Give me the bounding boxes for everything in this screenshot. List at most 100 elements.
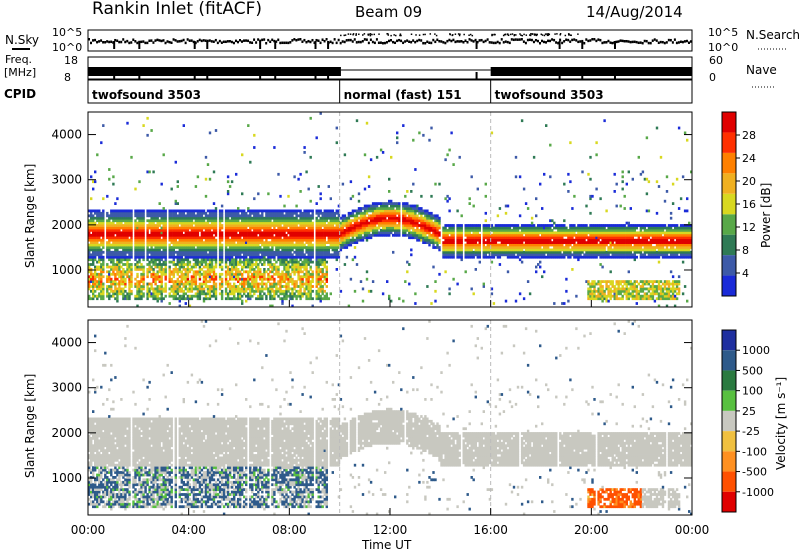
heatmap-cell [118,258,121,262]
heatmap-cell [192,253,196,257]
heatmap-cell [108,292,111,296]
heatmap-cell [257,294,260,298]
heatmap-cell [386,221,389,225]
heatmap-cell [373,216,377,220]
heatmap-cell [281,231,284,235]
heatmap-cell [259,287,262,291]
heatmap-cell [90,270,93,274]
heatmap-cell [241,260,244,264]
heatmap-cell [299,246,302,249]
heatmap-cell [325,265,328,269]
noise-search-mark [519,33,521,35]
heatmap-cell [353,229,357,232]
heatmap-cell [319,226,322,230]
heatmap-cell [220,238,224,242]
heatmap-cell [172,275,175,279]
noise-sky-mark [214,38,217,42]
heatmap-cell [343,221,347,225]
heatmap-cell [124,285,127,288]
heatmap-cell [253,285,256,288]
heatmap-cell [424,229,427,232]
heatmap-cell [96,287,99,291]
heatmap-cell [289,226,292,230]
heatmap-cell [120,224,123,227]
heatmap-cell [182,248,185,252]
heatmap-cell [100,214,103,218]
heatmap-cell [170,272,173,276]
heatmap-cell [255,224,258,227]
noise-search-mark [556,33,558,35]
heatmap-cell [371,226,375,230]
heatmap-cell [448,229,451,232]
heatmap-cell [186,226,190,230]
heatmap-cell [235,277,238,281]
heatmap-cell [210,285,214,288]
heatmap-cell [426,241,429,244]
heatmap-cell [106,219,109,223]
heatmap-cell [168,221,171,225]
heatmap-cell [420,236,423,240]
heatmap-cell [235,270,238,274]
noise-spike-mark [314,41,317,49]
heatmap-cell [164,294,167,298]
heatmap-cell [329,224,332,227]
heatmap-cell [287,246,290,249]
heatmap-cell [156,275,159,279]
heatmap-cell [434,280,437,283]
heatmap-cell [202,258,206,262]
heatmap-cell [404,209,407,213]
heatmap-cell [172,229,175,232]
heatmap-cell [122,282,125,286]
heatmap-cell [164,270,167,274]
heatmap-cell [180,263,183,266]
heatmap-cell [102,197,105,201]
heatmap-cell [293,250,296,254]
heatmap-cell [251,287,254,291]
heatmap-cell [261,275,264,279]
heatmap-cell [247,216,250,220]
heatmap-cell [126,260,129,264]
heatmap-cell [116,272,119,276]
heatmap-cell [297,229,300,232]
heatmap-cell [198,221,202,225]
heatmap-cell [251,231,254,235]
heatmap-cell [279,253,282,257]
heatmap-cell [100,275,103,279]
heatmap-cell [343,214,347,218]
heatmap-cell [416,229,419,232]
heatmap-cell [249,224,252,227]
heatmap-cell [192,248,196,252]
heatmap-cell [263,229,266,232]
heatmap-cell [230,211,234,215]
heatmap-cell [390,226,393,230]
heatmap-cell [194,280,198,283]
heatmap-cell [138,219,141,223]
noise-search-mark [546,33,548,35]
heatmap-cell [359,219,363,223]
heatmap-cell [428,214,431,218]
heatmap-cell [128,238,131,242]
heatmap-cell [295,216,298,220]
heatmap-cell [321,241,324,244]
heatmap-cell [265,238,268,242]
heatmap-cell [295,255,298,259]
heatmap-cell [257,263,260,266]
heatmap-cell [210,250,214,254]
heatmap-cell [138,214,141,218]
heatmap-cell [291,270,294,274]
heatmap-cell [148,241,151,244]
heatmap-cell [319,229,322,232]
heatmap-cell [321,287,324,291]
heatmap-cell [367,175,371,179]
heatmap-cell [100,216,103,220]
heatmap-cell [88,236,91,240]
heatmap-cell [267,229,270,232]
heatmap-cell [214,260,218,264]
heatmap-cell [396,233,399,237]
heatmap-cell [124,270,127,274]
heatmap-cell [319,275,322,279]
heatmap-cell [255,255,258,259]
heatmap-cell [172,211,175,215]
heatmap-cell [347,221,351,225]
heatmap-cell [271,289,274,293]
